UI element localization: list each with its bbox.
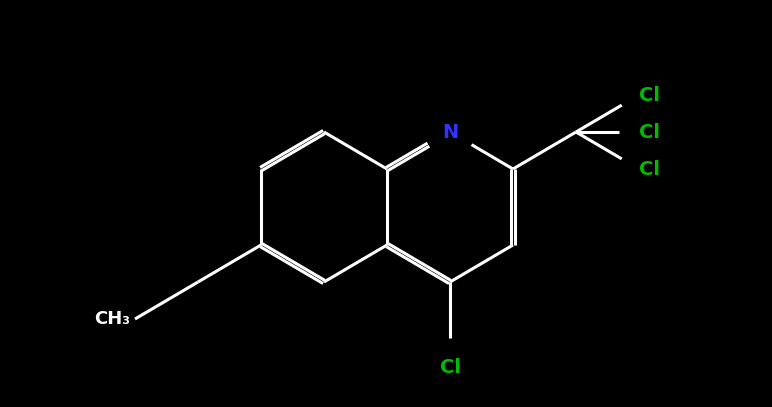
Text: Cl: Cl [639, 160, 660, 179]
Text: Cl: Cl [439, 358, 461, 377]
Text: CH₃: CH₃ [94, 310, 130, 328]
Text: Cl: Cl [639, 123, 660, 142]
Text: N: N [442, 123, 458, 142]
Text: Cl: Cl [639, 85, 660, 105]
